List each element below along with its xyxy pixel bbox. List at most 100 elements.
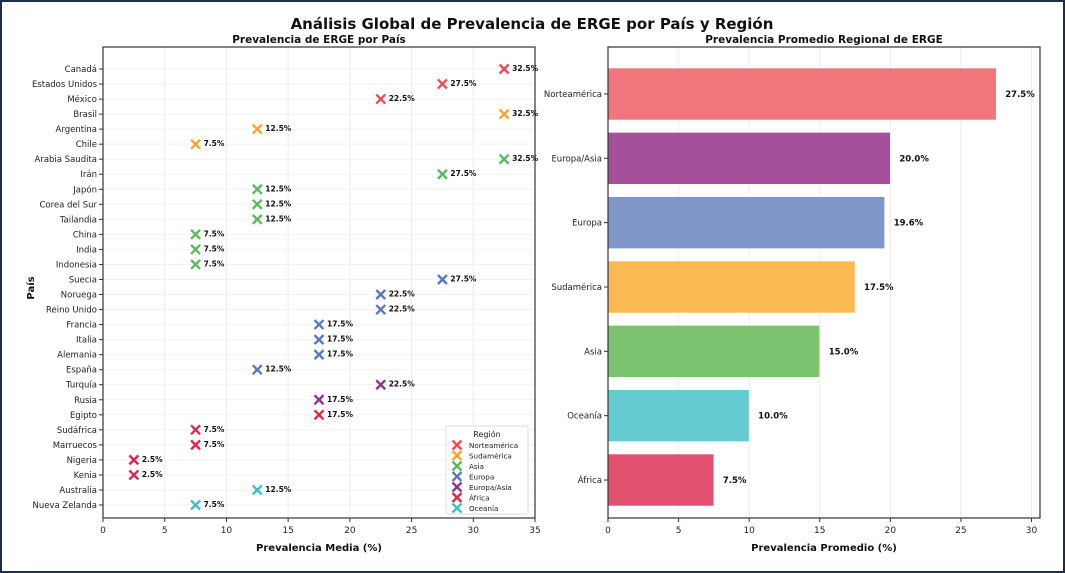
data-label: 17.5% bbox=[327, 320, 354, 329]
regional-bar-chart: Prevalencia Promedio Regional de ERGE 0 5 1… bbox=[544, 34, 1041, 554]
data-point-marker bbox=[313, 394, 325, 406]
data-label: 17.5% bbox=[327, 335, 354, 344]
y-tick-label: Arabia Saudita bbox=[35, 155, 97, 165]
y-tick-label: Asia bbox=[584, 347, 602, 357]
data-label: 2.5% bbox=[142, 470, 163, 479]
marker-stroke bbox=[437, 274, 448, 285]
marker-stroke bbox=[251, 213, 263, 225]
data-point-marker bbox=[190, 424, 201, 436]
country-scatter-chart: Prevalencia de ERGE por País 0 5 10 15 20 25 30… bbox=[25, 34, 541, 554]
y-tick-label: Chile bbox=[76, 140, 97, 150]
marker-stroke bbox=[251, 123, 263, 135]
bar-value-label: 20.0% bbox=[899, 154, 929, 164]
x-tick-label: 25 bbox=[955, 526, 966, 536]
bar-value-label: 15.0% bbox=[829, 347, 859, 357]
y-tick-label: Corea del Sur bbox=[39, 200, 97, 210]
y-tick-label: Sudamérica bbox=[551, 282, 602, 293]
y-tick-label: Alemania bbox=[57, 351, 97, 361]
legend-label: Europa/Asia bbox=[469, 483, 512, 492]
bar bbox=[607, 196, 886, 249]
marker-stroke bbox=[437, 168, 448, 180]
data-point-marker bbox=[190, 138, 201, 150]
y-tick-label: Brasil bbox=[73, 110, 97, 120]
y-tick-label: Nigeria bbox=[67, 456, 97, 466]
data-label: 32.5% bbox=[512, 154, 539, 163]
data-point-marker bbox=[251, 364, 263, 376]
y-tick-label: Indonesia bbox=[56, 260, 97, 270]
y-tick-label: Sudáfrica bbox=[57, 426, 97, 436]
data-point-marker bbox=[498, 153, 510, 165]
data-label: 2.5% bbox=[142, 455, 163, 464]
data-point-marker bbox=[437, 168, 448, 180]
legend-item: Oceanía bbox=[451, 502, 498, 514]
legend-item: Europa bbox=[451, 471, 494, 482]
data-point-marker bbox=[313, 349, 325, 361]
data-point-marker bbox=[190, 244, 201, 255]
data-point-marker bbox=[375, 304, 387, 315]
data-point-marker bbox=[375, 93, 387, 105]
figure-title: Análisis Global de Prevalencia de ERGE p… bbox=[291, 15, 774, 33]
marker-stroke bbox=[313, 394, 325, 406]
y-tick-label: Marruecos bbox=[53, 441, 98, 451]
data-point-marker bbox=[375, 379, 387, 391]
legend-title: Región bbox=[473, 429, 500, 439]
data-label: 12.5% bbox=[265, 214, 292, 223]
y-tick-label: India bbox=[76, 245, 97, 255]
y-tick-label: Noruega bbox=[61, 291, 97, 301]
marker-stroke bbox=[375, 93, 387, 105]
data-point-marker bbox=[251, 484, 263, 496]
marker-stroke bbox=[451, 492, 463, 503]
y-tick-label: Tailandia bbox=[59, 215, 97, 225]
data-point-marker bbox=[313, 409, 325, 421]
y-tick-label: Egipto bbox=[70, 411, 97, 421]
bar-value-label: 10.0% bbox=[758, 412, 788, 422]
marker-stroke bbox=[190, 499, 201, 511]
data-point-marker bbox=[251, 123, 263, 135]
data-label: 12.5% bbox=[265, 124, 292, 133]
chart-title: Prevalencia de ERGE por País bbox=[232, 34, 406, 46]
chart-title: Prevalencia Promedio Regional de ERGE bbox=[705, 34, 943, 46]
marker-stroke bbox=[437, 78, 448, 90]
data-point-marker bbox=[251, 198, 263, 210]
marker-stroke bbox=[190, 439, 201, 451]
y-tick-label: Rusia bbox=[74, 396, 97, 406]
bar bbox=[607, 389, 750, 442]
legend-marker bbox=[451, 492, 463, 503]
y-tick-label: Australia bbox=[59, 486, 97, 496]
legend-box bbox=[445, 425, 529, 515]
data-point-marker bbox=[313, 319, 325, 330]
marker-stroke bbox=[451, 502, 463, 514]
y-tick-label: Argentina bbox=[56, 125, 97, 135]
x-tick-label: 5 bbox=[162, 526, 168, 536]
data-point-marker bbox=[498, 63, 510, 75]
x-tick-label: 10 bbox=[743, 526, 755, 536]
marker-stroke bbox=[313, 349, 325, 361]
legend-label: Norteamérica bbox=[469, 441, 518, 450]
x-tick-label: 35 bbox=[529, 526, 540, 536]
marker-stroke bbox=[451, 460, 463, 472]
y-tick-label: Italia bbox=[76, 336, 97, 346]
marker-stroke bbox=[375, 289, 387, 300]
data-point-marker bbox=[190, 439, 201, 451]
y-tick-label: Canadá bbox=[65, 65, 97, 75]
y-axis-label: País bbox=[25, 276, 37, 299]
data-label: 22.5% bbox=[389, 380, 416, 389]
data-label: 12.5% bbox=[265, 485, 292, 494]
marker-stroke bbox=[190, 424, 201, 436]
bar-value-label: 27.5% bbox=[1005, 90, 1035, 100]
marker-stroke bbox=[251, 364, 263, 376]
data-label: 17.5% bbox=[327, 410, 354, 419]
bar bbox=[607, 260, 856, 314]
legend-item: Asia bbox=[451, 460, 484, 472]
bar-value-label: 17.5% bbox=[864, 283, 894, 293]
data-label: 7.5% bbox=[204, 425, 225, 434]
data-label: 27.5% bbox=[450, 79, 477, 88]
legend-marker bbox=[451, 439, 463, 451]
marker-stroke bbox=[313, 319, 325, 330]
marker-stroke bbox=[498, 153, 510, 165]
bar bbox=[607, 67, 997, 121]
legend-marker bbox=[451, 502, 463, 514]
marker-stroke bbox=[498, 63, 510, 75]
